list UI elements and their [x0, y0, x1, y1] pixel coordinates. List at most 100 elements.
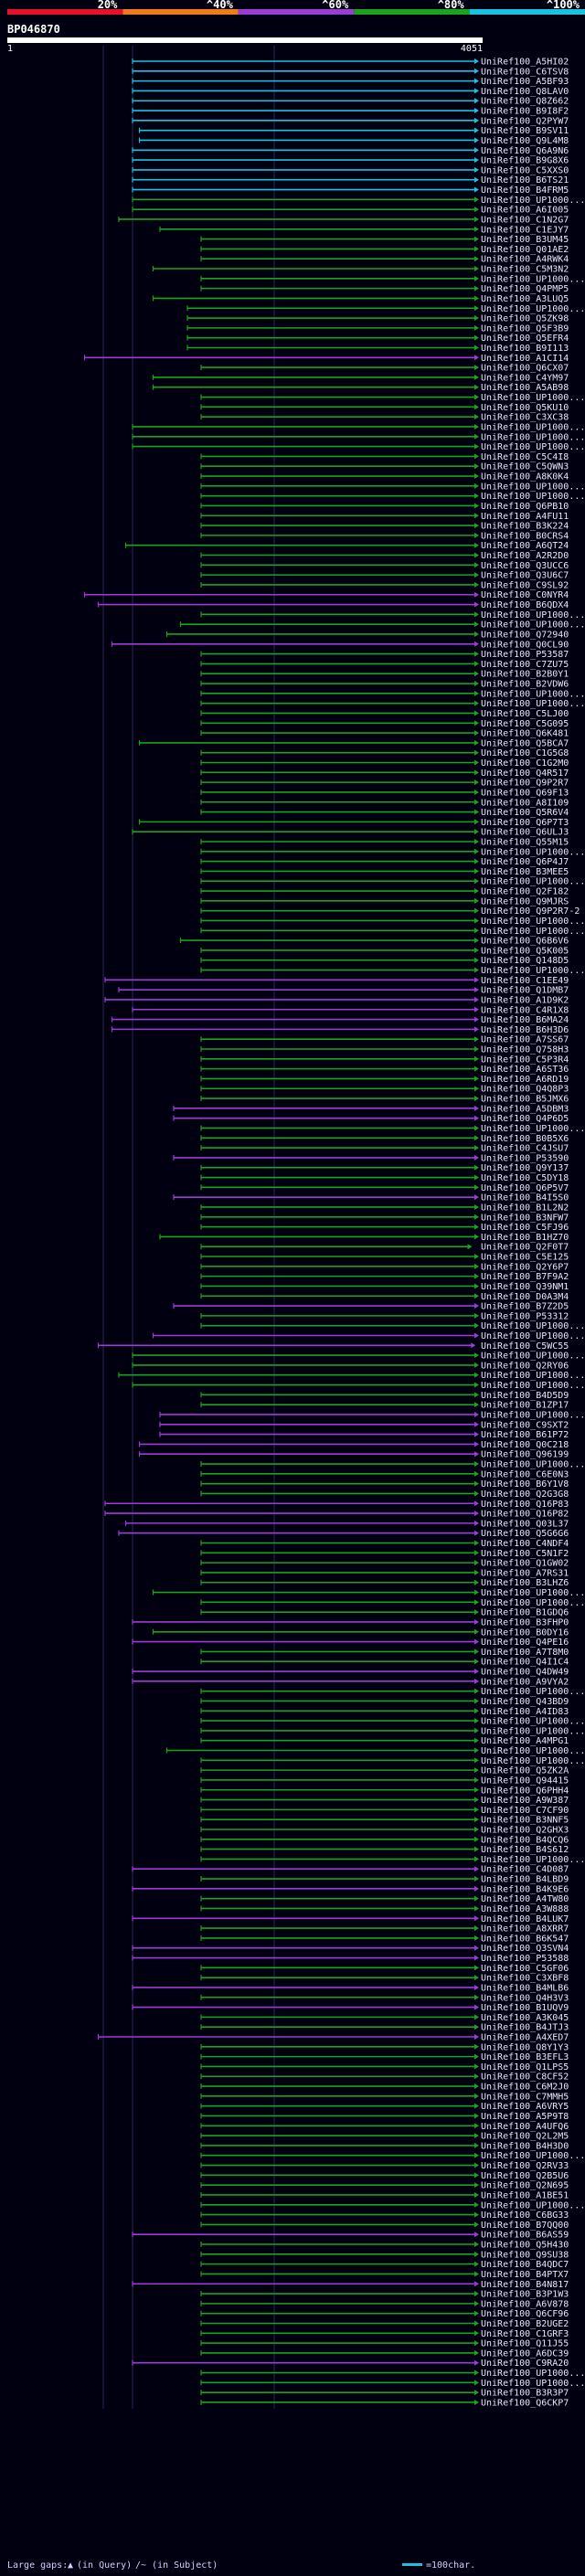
hit-row[interactable]: UniRef100_B3K224: [200, 522, 569, 532]
hit-label[interactable]: UniRef100_Q2F0T7: [481, 1243, 569, 1253]
hit-label[interactable]: UniRef100_C4D087: [481, 1865, 569, 1875]
hit-label[interactable]: UniRef100_C3XBF8: [481, 1974, 569, 1984]
hit-row[interactable]: UniRef100_B2UGE2: [200, 2319, 569, 2329]
hit-row[interactable]: UniRef100_B3MEE5: [200, 867, 569, 877]
hit-label[interactable]: UniRef100_UP1000...: [481, 1746, 585, 1756]
hit-label[interactable]: UniRef100_Q3UCC6: [481, 561, 569, 571]
hit-label[interactable]: UniRef100_B1ZP17: [481, 1401, 569, 1411]
hit-row[interactable]: UniRef100_UP1000...: [200, 2379, 585, 2389]
hit-row[interactable]: UniRef100_B6QDX4: [97, 600, 569, 610]
hit-label[interactable]: UniRef100_A1CI14: [481, 354, 569, 364]
hit-row[interactable]: UniRef100_Q4I1C4: [200, 1658, 569, 1668]
hit-row[interactable]: UniRef100_A6QT24: [124, 541, 569, 551]
hit-label[interactable]: UniRef100_C5LJ00: [481, 709, 569, 719]
hit-row[interactable]: UniRef100_Q5ZK98: [186, 314, 569, 324]
hit-label[interactable]: UniRef100_B2B0Y1: [481, 670, 569, 680]
hit-label[interactable]: UniRef100_A6V878: [481, 2299, 569, 2309]
hit-label[interactable]: UniRef100_A3W888: [481, 1904, 569, 1914]
hit-row[interactable]: UniRef100_C5XXS0: [132, 165, 569, 175]
hit-label[interactable]: UniRef100_C6TSV8: [481, 67, 569, 77]
hit-row[interactable]: UniRef100_Q6ULJ3: [132, 828, 569, 838]
hit-label[interactable]: UniRef100_B5JMX6: [481, 1095, 569, 1105]
hit-row[interactable]: UniRef100_B6AS59: [132, 2231, 569, 2241]
hit-row[interactable]: UniRef100_Q6PB10: [200, 502, 569, 512]
hit-label[interactable]: UniRef100_B7F9A2: [481, 1272, 569, 1282]
hit-label[interactable]: UniRef100_C5QWN3: [481, 462, 569, 472]
hit-row[interactable]: UniRef100_A3LUQ5: [152, 294, 569, 304]
hit-label[interactable]: UniRef100_C1G5G8: [481, 748, 569, 758]
hit-row[interactable]: UniRef100_A9VYA2: [132, 1677, 569, 1687]
hit-row[interactable]: UniRef100_B3NFW7: [200, 1213, 569, 1223]
hit-label[interactable]: UniRef100_UP1000...: [481, 1321, 585, 1331]
hit-label[interactable]: UniRef100_B6H3D6: [481, 1025, 569, 1035]
hit-row[interactable]: UniRef100_Q4PE16: [132, 1638, 569, 1648]
hit-label[interactable]: UniRef100_A9VYA2: [481, 1677, 569, 1687]
hit-label[interactable]: UniRef100_C1N2G7: [481, 215, 569, 225]
hit-row[interactable]: UniRef100_B1GDQ6: [200, 1608, 569, 1618]
hit-row[interactable]: UniRef100_Q9Y137: [200, 1163, 569, 1173]
hit-row[interactable]: UniRef100_C1G5G8: [200, 748, 569, 758]
hit-row[interactable]: UniRef100_B4H3D0: [200, 2141, 569, 2151]
hit-label[interactable]: UniRef100_Q6CKP7: [481, 2398, 569, 2408]
hit-row[interactable]: UniRef100_UP1000...: [179, 620, 585, 631]
hit-label[interactable]: UniRef100_Q6P4J7: [481, 857, 569, 867]
hit-row[interactable]: UniRef100_C1N2G7: [118, 215, 569, 225]
hit-label[interactable]: UniRef100_C5XXS0: [481, 165, 569, 175]
hit-row[interactable]: UniRef100_A4RWK4: [200, 255, 569, 265]
hit-row[interactable]: UniRef100_B9SV11: [138, 126, 569, 136]
hit-label[interactable]: UniRef100_A3LUQ5: [481, 294, 569, 304]
hit-row[interactable]: UniRef100_Q6CKP7: [200, 2398, 569, 2408]
hit-label[interactable]: UniRef100_Q5EFR4: [481, 334, 569, 344]
hit-label[interactable]: UniRef100_UP1000...: [481, 689, 585, 699]
hit-row[interactable]: UniRef100_A2R2D0: [200, 551, 569, 561]
hit-label[interactable]: UniRef100_UP1000...: [481, 422, 585, 432]
hit-label[interactable]: UniRef100_B4JTJ3: [481, 2023, 569, 2033]
hit-row[interactable]: UniRef100_UP1000...: [200, 927, 585, 937]
hit-row[interactable]: UniRef100_Q2Y6P7: [200, 1262, 569, 1272]
hit-label[interactable]: UniRef100_Q2GHX3: [481, 1825, 569, 1835]
hit-row[interactable]: UniRef100_C4JSU7: [200, 1144, 569, 1154]
hit-row[interactable]: UniRef100_Q3UCC6: [200, 561, 569, 571]
hit-label[interactable]: UniRef100_A6ST36: [481, 1065, 569, 1075]
hit-label[interactable]: UniRef100_Q5R6V4: [481, 808, 569, 818]
hit-label[interactable]: UniRef100_A9W387: [481, 1796, 569, 1806]
hit-label[interactable]: UniRef100_C7ZU75: [481, 660, 569, 670]
hit-row[interactable]: UniRef100_Q6CF96: [200, 2309, 569, 2319]
hit-row[interactable]: UniRef100_B4I5S0: [173, 1193, 569, 1203]
hit-label[interactable]: UniRef100_Q5ZK98: [481, 314, 569, 324]
hit-label[interactable]: UniRef100_C1EE49: [481, 976, 569, 986]
hit-row[interactable]: UniRef100_Q69F13: [200, 788, 569, 798]
hit-label[interactable]: UniRef100_B4QCQ6: [481, 1835, 569, 1845]
hit-row[interactable]: UniRef100_B4QCQ6: [200, 1835, 569, 1845]
hit-label[interactable]: UniRef100_B3UM45: [481, 235, 569, 245]
hit-row[interactable]: UniRef100_B0DY16: [152, 1627, 569, 1638]
hit-label[interactable]: UniRef100_UP1000...: [481, 966, 585, 976]
hit-row[interactable]: UniRef100_B1HZ70: [159, 1233, 569, 1243]
hit-label[interactable]: UniRef100_UP1000...: [481, 927, 585, 937]
hit-row[interactable]: UniRef100_UP1000...: [200, 1756, 585, 1766]
hit-label[interactable]: UniRef100_B4QDC7: [481, 2260, 569, 2270]
hit-label[interactable]: UniRef100_B0DY16: [481, 1627, 569, 1638]
hit-row[interactable]: UniRef100_B4D5D9: [200, 1391, 569, 1401]
hit-label[interactable]: UniRef100_Q5ZK2A: [481, 1766, 569, 1776]
hit-row[interactable]: UniRef100_A8XRR7: [200, 1924, 569, 1935]
hit-row[interactable]: UniRef100_B4N817: [132, 2280, 569, 2290]
hit-row[interactable]: UniRef100_C6E0N3: [200, 1469, 569, 1479]
hit-row[interactable]: UniRef100_A3K045: [200, 2013, 569, 2023]
hit-row[interactable]: UniRef100_A1CI14: [83, 354, 569, 364]
hit-row[interactable]: UniRef100_A6I005: [132, 206, 569, 216]
hit-row[interactable]: UniRef100_Q9P2R7-2: [200, 906, 580, 917]
hit-row[interactable]: UniRef100_Q43BD9: [200, 1697, 569, 1707]
hit-label[interactable]: UniRef100_C5GF06: [481, 1964, 569, 1974]
hit-row[interactable]: UniRef100_Q11J55: [200, 2339, 569, 2349]
hit-label[interactable]: UniRef100_C3XC38: [481, 413, 569, 423]
hit-row[interactable]: UniRef100_UP1000...: [132, 196, 585, 206]
hit-label[interactable]: UniRef100_Q2N695: [481, 2181, 569, 2191]
hit-row[interactable]: UniRef100_Q0CL90: [111, 640, 569, 650]
hit-label[interactable]: UniRef100_UP1000...: [481, 2151, 585, 2161]
hit-label[interactable]: UniRef100_Q4H3V3: [481, 1993, 569, 2003]
hit-row[interactable]: UniRef100_UP1000...: [186, 304, 585, 314]
hit-row[interactable]: UniRef100_Q16P82: [104, 1510, 569, 1520]
hit-label[interactable]: UniRef100_C5DY18: [481, 1173, 569, 1183]
hit-row[interactable]: UniRef100_Q5F3B9: [186, 323, 569, 334]
